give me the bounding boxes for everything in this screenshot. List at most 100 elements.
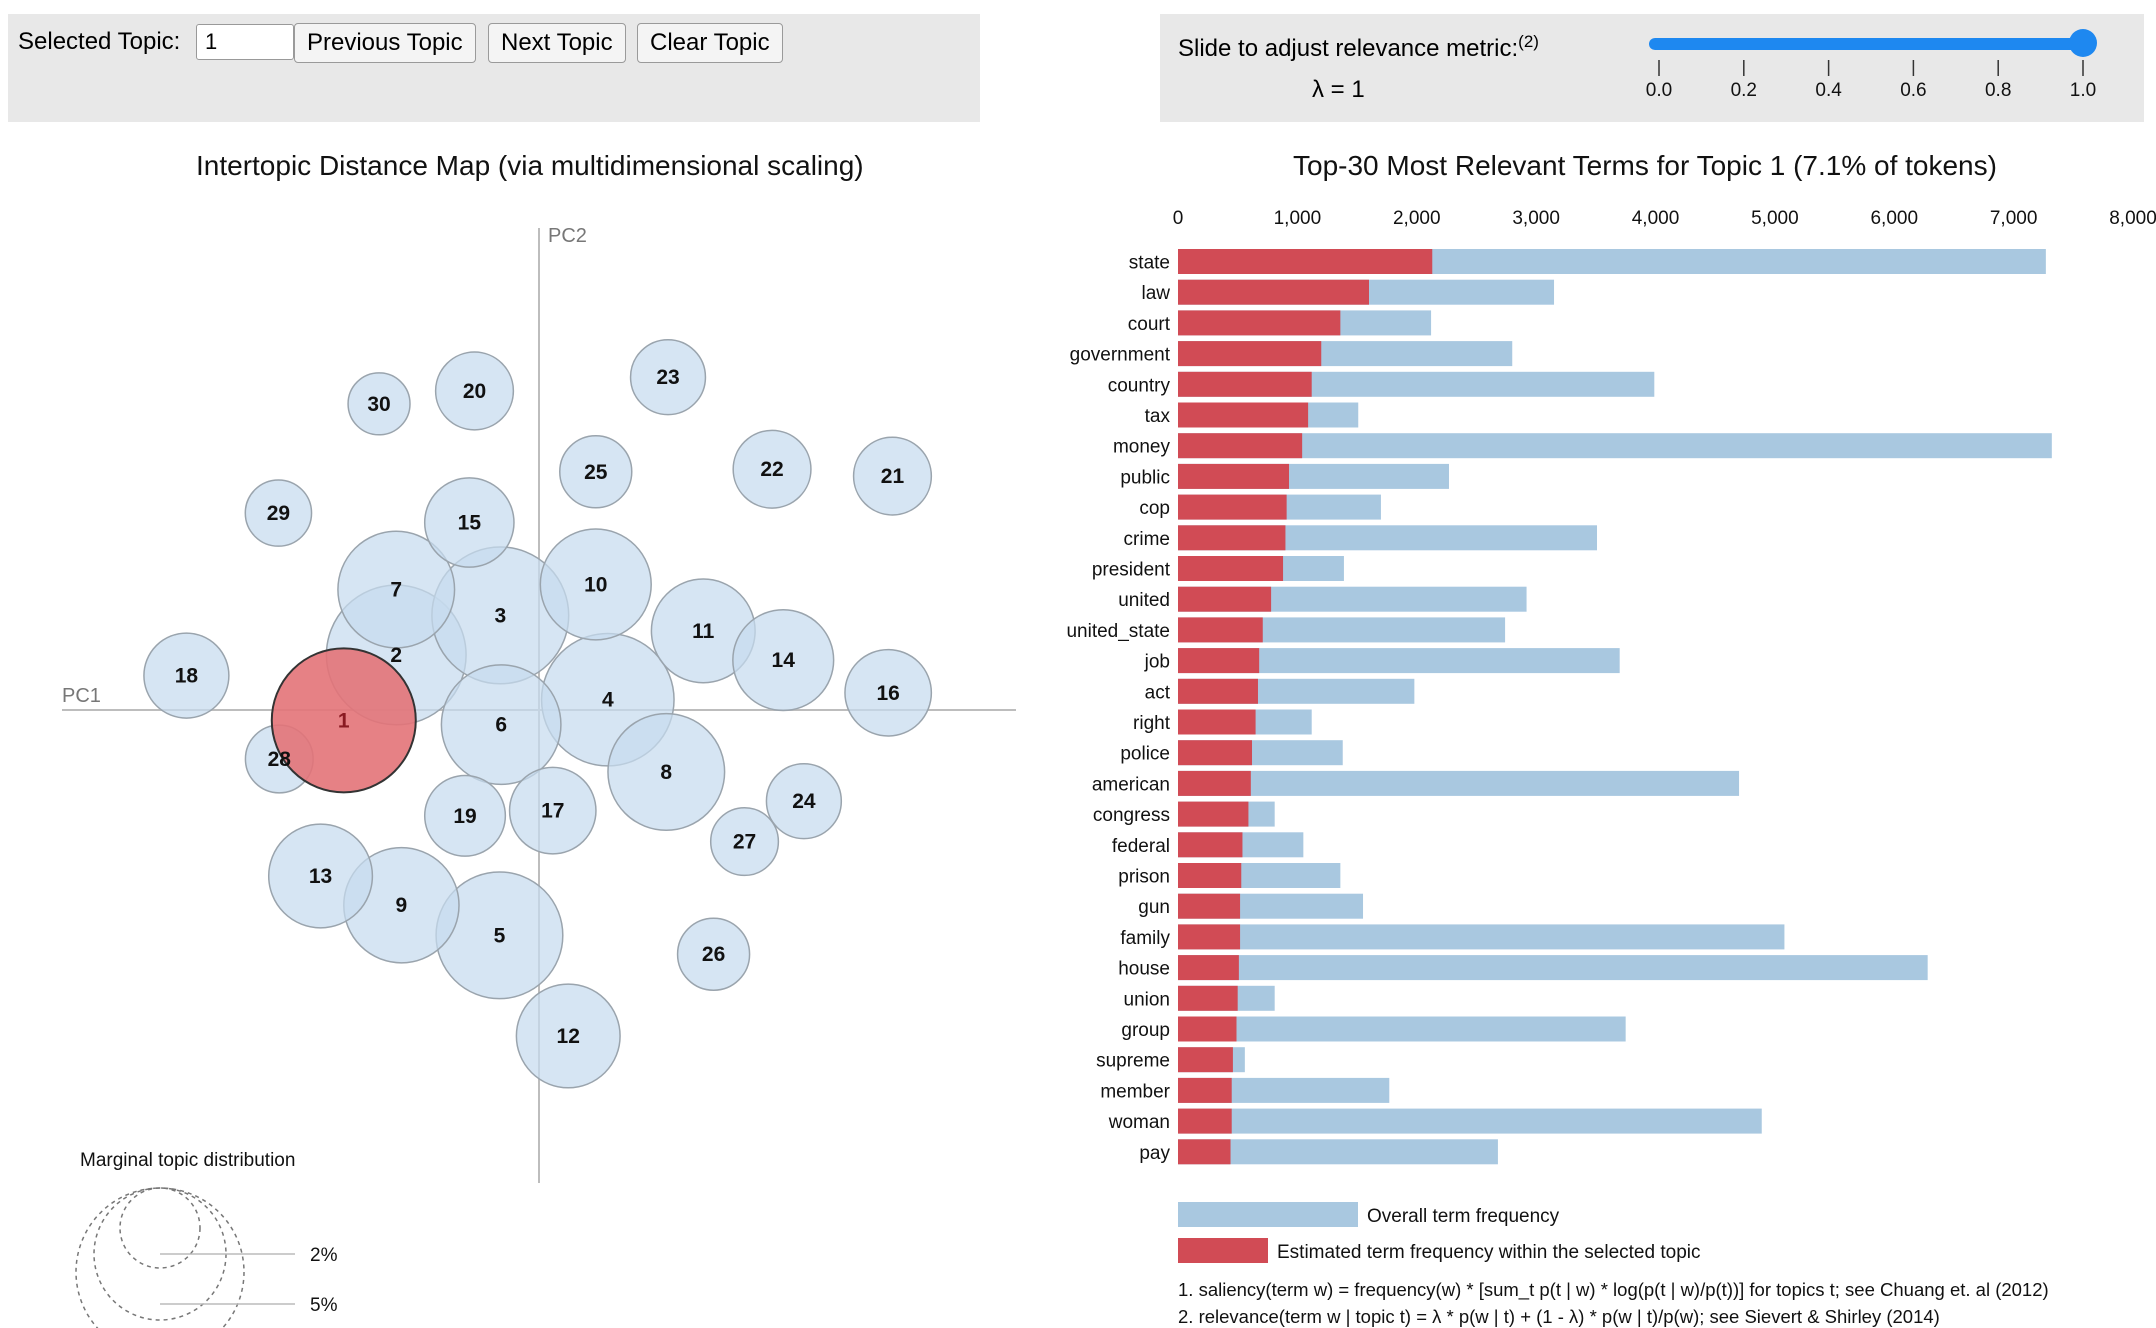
topic-bubble-12[interactable] (515, 983, 621, 1089)
term-bar-row[interactable]: federal (1112, 832, 1304, 858)
topic-bubble-15[interactable] (423, 477, 515, 568)
term-bar-row[interactable]: crime (1124, 525, 1598, 551)
overall-frequency-bar (1178, 433, 2052, 459)
topic-circle (629, 338, 707, 416)
estimated-frequency-bar (1178, 556, 1284, 581)
term-label: crime (1124, 529, 1170, 550)
footnote-2: 2. relevance(term w | topic t) = λ * p(w… (1178, 1306, 1940, 1327)
topic-bubble-6[interactable] (440, 664, 562, 786)
topic-bubble-26[interactable] (676, 917, 751, 991)
estimated-frequency-bar (1178, 955, 1239, 981)
term-bar-row[interactable]: public (1120, 463, 1449, 489)
term-label: supreme (1096, 1051, 1170, 1072)
term-bar-row[interactable]: supreme (1096, 1047, 1245, 1073)
topic-bubble-1-selected[interactable] (270, 647, 417, 794)
term-bar-row[interactable]: united (1118, 586, 1527, 612)
term-label: president (1092, 560, 1171, 581)
term-bar-row[interactable]: law (1141, 279, 1555, 305)
term-bar-row[interactable]: group (1121, 1016, 1626, 1042)
previous-topic-button[interactable]: Previous Topic (294, 23, 476, 63)
topic-circle-selected (270, 647, 417, 794)
topic-bubble-21[interactable] (852, 436, 933, 516)
topic-bubble-8[interactable] (607, 712, 726, 831)
term-bar-row[interactable]: police (1120, 740, 1343, 766)
topic-bubble-7[interactable] (337, 530, 456, 649)
estimated-frequency-bar (1178, 371, 1312, 397)
topic-bubble-27[interactable] (709, 806, 780, 877)
estimated-frequency-bar (1178, 433, 1303, 459)
legend-overall-label: Overall term frequency (1367, 1206, 1560, 1227)
term-label: pay (1139, 1143, 1170, 1164)
pc2-label: PC2 (548, 225, 587, 247)
estimated-frequency-bar (1178, 770, 1251, 796)
term-bar-row[interactable]: tax (1145, 402, 1359, 428)
topic-circle (434, 351, 515, 431)
term-bar-row[interactable]: cop (1139, 494, 1381, 520)
term-bar-row[interactable]: house (1118, 955, 1928, 981)
legend-estimated-swatch (1178, 1238, 1268, 1263)
term-bar-row[interactable]: court (1128, 310, 1432, 336)
term-bar-row[interactable]: american (1092, 770, 1740, 796)
term-bar-row[interactable]: country (1108, 371, 1655, 397)
clear-topic-button[interactable]: Clear Topic (637, 23, 783, 63)
selected-topic-input[interactable] (196, 24, 294, 60)
topic-bubble-18[interactable] (143, 632, 230, 719)
estimated-frequency-bar (1178, 249, 1433, 274)
topic-circle (337, 530, 456, 649)
term-bar-row[interactable]: prison (1118, 863, 1341, 888)
topic-bubble-30[interactable] (347, 372, 411, 436)
x-tick-label: 7,000 (1990, 208, 2038, 229)
term-bar-row[interactable]: president (1092, 556, 1344, 581)
topic-circle (515, 983, 621, 1089)
topic-bubble-19[interactable] (423, 774, 507, 857)
term-label: state (1129, 253, 1170, 274)
topic-bubble-22[interactable] (732, 429, 812, 509)
topic-circle (559, 435, 633, 509)
x-tick-label: 5,000 (1751, 208, 1799, 229)
estimated-frequency-bar (1178, 463, 1290, 489)
topic-bubble-20[interactable] (434, 351, 515, 431)
term-bar-row[interactable]: government (1070, 341, 1513, 367)
term-bar-row[interactable]: woman (1108, 1108, 1762, 1134)
topic-bubble-23[interactable] (629, 338, 707, 416)
term-bar-row[interactable]: congress (1093, 801, 1275, 827)
term-bar-row[interactable]: member (1100, 1077, 1390, 1103)
term-bar-row[interactable]: united_state (1066, 617, 1506, 643)
term-bar-row[interactable]: right (1133, 709, 1312, 735)
term-bar-row[interactable]: family (1120, 924, 1785, 950)
topic-label-6: 6 (495, 714, 507, 737)
relevance-slider-panel: Slide to adjust relevance metric:(2) λ =… (1160, 14, 2144, 122)
term-bar-row[interactable]: money (1113, 433, 2052, 459)
topic-control-panel: Selected Topic: Previous Topic Next Topi… (8, 14, 980, 122)
term-bar-row[interactable]: union (1124, 985, 1275, 1011)
relevance-footnote-mark: (2) (1518, 32, 1539, 51)
term-bar-row[interactable]: state (1129, 249, 2046, 274)
topic-bubble-13[interactable] (267, 823, 374, 929)
term-bar-row[interactable]: job (1144, 648, 1620, 674)
selected-topic-label: Selected Topic: (18, 28, 181, 55)
overall-frequency-bar (1178, 955, 1928, 981)
term-bar-row[interactable]: pay (1139, 1139, 1498, 1165)
next-topic-button[interactable]: Next Topic (488, 23, 626, 63)
legend-estimated-label: Estimated term frequency within the sele… (1277, 1242, 1700, 1263)
estimated-frequency-bar (1178, 863, 1242, 888)
topic-label-23: 23 (656, 366, 679, 389)
topic-bubble-10[interactable] (539, 528, 652, 641)
term-bar-row[interactable]: gun (1138, 893, 1364, 919)
term-bar-row[interactable]: act (1145, 678, 1415, 704)
topic-bubble-25[interactable] (559, 435, 633, 509)
term-label: police (1120, 744, 1170, 765)
topic-label-26: 26 (702, 943, 725, 966)
topic-bubble-24[interactable] (765, 762, 843, 840)
relevance-label-text: Slide to adjust relevance metric: (1178, 35, 1519, 62)
topic-bubble-14[interactable] (732, 608, 835, 712)
lambda-slider-handle[interactable] (2069, 29, 2097, 57)
term-label: money (1113, 437, 1171, 458)
topic-bubble-29[interactable] (244, 479, 313, 547)
topic-bubble-17[interactable] (508, 766, 597, 855)
estimated-frequency-bar (1178, 1047, 1233, 1073)
overall-frequency-bar (1178, 924, 1785, 950)
legend-overall-swatch (1178, 1202, 1358, 1227)
topic-bubble-16[interactable] (844, 648, 933, 737)
lambda-slider-track[interactable] (1649, 38, 2087, 50)
